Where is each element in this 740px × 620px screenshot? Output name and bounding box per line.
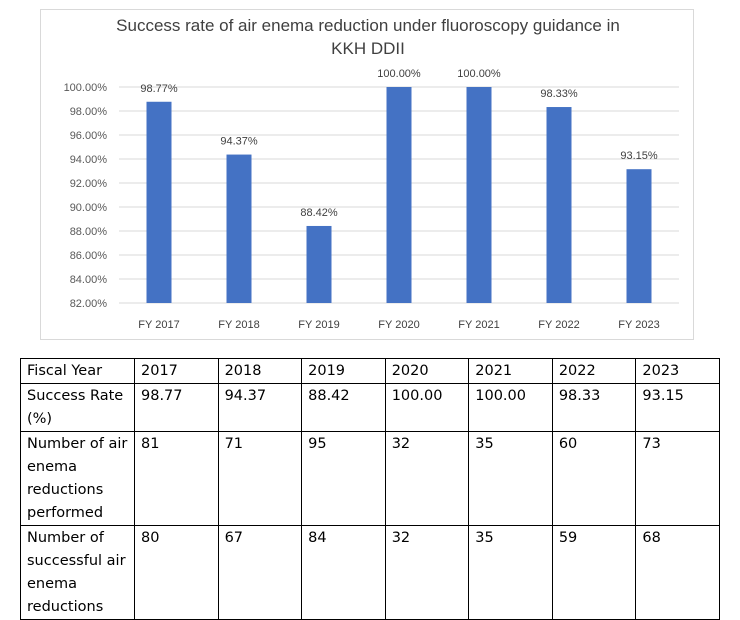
chart-title-line-2: KKH DDII bbox=[331, 39, 405, 58]
y-tick-label: 88.00% bbox=[70, 226, 108, 238]
data-label: 98.33% bbox=[540, 88, 578, 100]
table-cell: Success Rate (%) bbox=[20, 383, 135, 432]
table-header-cell: 2021 bbox=[468, 358, 553, 384]
table-header-cell: Fiscal Year bbox=[20, 358, 135, 384]
table-header-row: Fiscal Year 2017 2018 2019 2020 2021 202… bbox=[20, 358, 720, 384]
x-tick-label: FY 2023 bbox=[618, 319, 659, 331]
table-row: Number of successful air enema reduction… bbox=[20, 525, 720, 620]
data-table: Fiscal Year 2017 2018 2019 2020 2021 202… bbox=[20, 358, 720, 620]
table-cell: 98.33 bbox=[551, 383, 637, 432]
table-cell: 100.00 bbox=[384, 383, 470, 432]
y-tick-label: 84.00% bbox=[70, 274, 108, 286]
table-row: Success Rate (%) 98.77 94.37 88.42 100.0… bbox=[20, 383, 720, 432]
bar bbox=[466, 87, 492, 303]
table-cell: 35 bbox=[468, 431, 553, 526]
bar-chart: 82.00% 84.00% 86.00% 88.00% 90.00% 92.00% 94.0… bbox=[64, 68, 679, 331]
table-cell: 88.42 bbox=[301, 383, 386, 432]
table-cell: 59 bbox=[551, 525, 637, 620]
data-label: 93.15% bbox=[620, 150, 658, 162]
table-header-cell: 2022 bbox=[551, 358, 637, 384]
bar bbox=[386, 87, 412, 303]
table-row: Number of air enema reductions performed… bbox=[20, 431, 720, 526]
table-cell: 67 bbox=[217, 525, 303, 620]
bar bbox=[226, 154, 252, 303]
bar bbox=[546, 107, 572, 303]
table-cell: 94.37 bbox=[217, 383, 303, 432]
y-tick-label: 90.00% bbox=[70, 202, 108, 214]
table-cell: 73 bbox=[635, 431, 720, 526]
table-cell: 98.77 bbox=[134, 383, 219, 432]
y-tick-label: 86.00% bbox=[70, 250, 108, 262]
x-tick-label: FY 2020 bbox=[378, 319, 419, 331]
bar bbox=[306, 225, 332, 303]
x-tick-label: FY 2021 bbox=[458, 319, 499, 331]
x-tick-label: FY 2022 bbox=[538, 319, 579, 331]
chart-title-line-1: Success rate of air enema reduction unde… bbox=[116, 16, 620, 35]
data-label: 88.42% bbox=[300, 207, 338, 219]
table-cell: 95 bbox=[301, 431, 386, 526]
x-tick-label: FY 2019 bbox=[298, 319, 339, 331]
table-cell: Number of successful air enema reduction… bbox=[20, 525, 135, 620]
y-tick-label: 94.00% bbox=[70, 154, 108, 166]
table-cell: 81 bbox=[134, 431, 219, 526]
table-cell: 32 bbox=[384, 431, 470, 526]
table-cell: 68 bbox=[635, 525, 720, 620]
x-tick-label: FY 2017 bbox=[138, 319, 179, 331]
y-tick-label: 96.00% bbox=[70, 130, 108, 142]
table-cell: 60 bbox=[551, 431, 637, 526]
table-cell: 32 bbox=[384, 525, 470, 620]
data-label: 98.77% bbox=[140, 83, 178, 95]
table-cell: Number of air enema reductions performed bbox=[20, 431, 135, 526]
table-header-cell: 2023 bbox=[635, 358, 720, 384]
table-cell: 84 bbox=[301, 525, 386, 620]
table-header-cell: 2017 bbox=[134, 358, 219, 384]
table-cell: 93.15 bbox=[635, 383, 720, 432]
table-header-cell: 2020 bbox=[384, 358, 470, 384]
table-header-cell: 2019 bbox=[301, 358, 386, 384]
table-cell: 100.00 bbox=[468, 383, 553, 432]
table-cell: 35 bbox=[468, 525, 553, 620]
y-tick-label: 100.00% bbox=[64, 82, 108, 94]
y-tick-label: 98.00% bbox=[70, 106, 108, 118]
data-label: 100.00% bbox=[457, 68, 501, 80]
bar bbox=[626, 169, 652, 303]
table-header-cell: 2018 bbox=[217, 358, 303, 384]
table-cell: 71 bbox=[217, 431, 303, 526]
table-cell: 80 bbox=[134, 525, 219, 620]
x-tick-label: FY 2018 bbox=[218, 319, 259, 331]
y-tick-label: 82.00% bbox=[70, 298, 108, 310]
data-label: 100.00% bbox=[377, 68, 421, 80]
y-tick-label: 92.00% bbox=[70, 178, 108, 190]
bar bbox=[146, 101, 172, 303]
chart-container: Success rate of air enema reduction unde… bbox=[40, 9, 694, 340]
data-label: 94.37% bbox=[220, 136, 258, 148]
